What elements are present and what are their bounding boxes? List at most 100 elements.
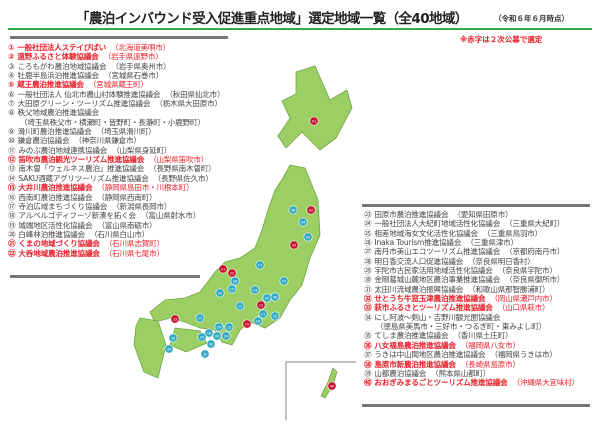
region-marker-label: 24 bbox=[224, 334, 229, 338]
region-marker-label: 16 bbox=[256, 319, 261, 323]
council-name: 一般社団法人大紀町地域活性化協議会 bbox=[374, 219, 501, 229]
council-name: 相差地域海女文化活性化協議会 bbox=[374, 228, 478, 238]
location: （山梨県身延町） bbox=[112, 145, 172, 155]
region-marker-label: 19 bbox=[230, 287, 235, 291]
location: （静岡県島田市・川根本町） bbox=[97, 183, 194, 193]
region-list-item: ⑩ 鎌倉農泊協議会 （神奈川県鎌倉市） bbox=[8, 136, 224, 145]
region-marker bbox=[253, 316, 263, 326]
council-name: 大田原グリーン・ツーリズム推進協議会 bbox=[17, 99, 151, 109]
region-marker bbox=[215, 288, 225, 298]
region-list-item: ⑦ 大田原グリーン・ツーリズム推進協議会 （栃木県大田原市） bbox=[8, 99, 224, 108]
region-list-item: ③ ころもがわ農泊地域協議会 （岩手県奥州市） bbox=[8, 62, 224, 71]
region-marker-label: 12 bbox=[259, 303, 264, 307]
location: （富山県南砺市） bbox=[97, 220, 157, 230]
region-marker bbox=[227, 268, 237, 278]
location: （三重県鳥羽市） bbox=[482, 228, 543, 238]
council-name: ころもがわ農泊地域協議会 bbox=[17, 61, 107, 71]
region-marker-label: 33 bbox=[173, 317, 178, 321]
region-marker bbox=[197, 332, 207, 342]
item-number: ㉖ bbox=[364, 238, 372, 248]
location: （栃木県大田原市） bbox=[155, 99, 222, 109]
region-marker bbox=[170, 314, 180, 324]
region-marker bbox=[164, 344, 174, 354]
region-marker-label: 20 bbox=[218, 291, 223, 295]
region-list-item: ④ 牡鹿半島浜泊推進協議会 （宮城県石巻市） bbox=[8, 71, 224, 80]
region-marker bbox=[235, 301, 245, 311]
region-marker bbox=[306, 205, 316, 215]
region-marker-label: 03 bbox=[306, 235, 311, 239]
location: （和歌山県那智勝浦町） bbox=[468, 284, 550, 294]
region-list-item: ⑫ 笛吹市農泊観光ツーリズム推進協議会 （山梨県笛吹市） bbox=[8, 155, 224, 164]
council-name: 田原市農泊推進協議会 bbox=[374, 210, 449, 219]
region-marker-label: 14 bbox=[253, 288, 258, 292]
region-marker-label: 31 bbox=[203, 352, 208, 356]
council-name: 西南町農泊推進協議会 bbox=[18, 192, 93, 202]
region-marker bbox=[195, 313, 205, 323]
region-list-item: ⑳ 白峰林泊推進協議会 （石川県白山市） bbox=[8, 230, 224, 239]
item-number: ㉗ bbox=[364, 247, 372, 257]
item-number: ㉛ bbox=[364, 284, 372, 294]
location: （神奈川県鎌倉市） bbox=[74, 136, 141, 146]
location: （長崎県島原市） bbox=[460, 359, 520, 369]
region-list-item: ⑨ 滑川町農泊推進協議会 （埼玉県滑川町） bbox=[8, 127, 224, 136]
region-marker-label: 15 bbox=[245, 322, 250, 326]
council-name: 鎌倉農泊協議会 bbox=[17, 136, 70, 146]
region-marker-label: 08 bbox=[273, 295, 278, 299]
location: （岩手県奥州市） bbox=[111, 61, 171, 71]
region-marker-label: 26 bbox=[207, 331, 212, 335]
region-marker-label: 04 bbox=[301, 220, 306, 224]
okinawa-inset-frame bbox=[285, 361, 356, 420]
item-number: ⑩ bbox=[8, 136, 15, 146]
council-name: 宇陀市古民家活用地域活性化協議会 bbox=[374, 266, 493, 276]
item-number: ㉚ bbox=[364, 275, 372, 285]
region-marker-label: 09 bbox=[265, 296, 270, 300]
red-text-note: ※赤字は２次公募で選定 bbox=[460, 35, 543, 44]
region-list-item: ⑥ 一般社団法人 仙北市農山村体験推進協議会 （秋田県仙北市） bbox=[8, 90, 225, 99]
item-number: ① bbox=[8, 43, 15, 52]
item-number: ⑪ bbox=[8, 145, 16, 155]
item-number: ⑯ bbox=[8, 192, 16, 202]
region-marker bbox=[168, 333, 178, 343]
region-list-item: ⑧ 秩父地域農泊推進協議会 bbox=[8, 108, 224, 117]
location: （奈良県宇陀市） bbox=[497, 266, 557, 276]
region-marker bbox=[224, 322, 234, 332]
location: （山梨県笛吹市） bbox=[149, 155, 209, 165]
title-divider bbox=[8, 28, 592, 30]
region-marker bbox=[298, 217, 308, 227]
council-name: うきは中山間地区農泊推進協議会 bbox=[374, 350, 486, 360]
region-list-item: ⑬ 南木曽「ウェルネス農泊」推進協議会 （長野県南木曽町） bbox=[8, 164, 224, 173]
item-number: ㉞ bbox=[364, 312, 372, 322]
council-name: 南丹市美山エコツーリズム推進協議会 bbox=[374, 247, 501, 257]
council-name: 南木曽「ウェルネス農泊」推進協議会 bbox=[18, 164, 145, 174]
council-name: せとうち牛窓玉津農泊推進協議会 bbox=[374, 294, 486, 304]
region-marker-label: 25 bbox=[200, 335, 205, 339]
region-marker-label: 07 bbox=[282, 279, 287, 283]
region-marker bbox=[206, 339, 216, 349]
item-number: ⑲ bbox=[8, 220, 16, 230]
page-title: 「農泊インバウンド受入促進重点地域」選定地域一覧（全40地域） bbox=[76, 11, 468, 27]
council-name: 島原市新農泊推進協議会 bbox=[374, 359, 456, 369]
council-name: 一般社団法人ステイぴばい bbox=[17, 43, 106, 52]
region-marker bbox=[214, 322, 224, 332]
council-name: 八女福島農泊推進協議会 bbox=[374, 340, 456, 350]
kyushu-region bbox=[133, 317, 167, 379]
item-number: ㉕ bbox=[364, 228, 372, 238]
region-list-item: ⑤ 蔵王農泊推進協議会 （宮城県蔵王町） bbox=[8, 80, 224, 89]
item-number: ⑭ bbox=[8, 173, 16, 183]
region-marker bbox=[212, 331, 222, 341]
item-number: ⑰ bbox=[8, 201, 16, 211]
location: （香川県土庄町） bbox=[453, 331, 513, 341]
location-detail: （徳島県美馬市・三好市・つるぎ町・東みよし町） bbox=[376, 322, 547, 332]
council-name: 萩市ふるさとツーリズム推進協議会 bbox=[374, 303, 493, 313]
region-list-item: ⑭ SAKU酒蔵アグリツーリズム推進協議会 （長野県佐久市） bbox=[8, 174, 224, 183]
item-number: ㉒ bbox=[8, 248, 16, 258]
region-marker-label: 06 bbox=[291, 208, 296, 212]
council-name: 大井川農泊推進協議会 bbox=[18, 183, 93, 193]
